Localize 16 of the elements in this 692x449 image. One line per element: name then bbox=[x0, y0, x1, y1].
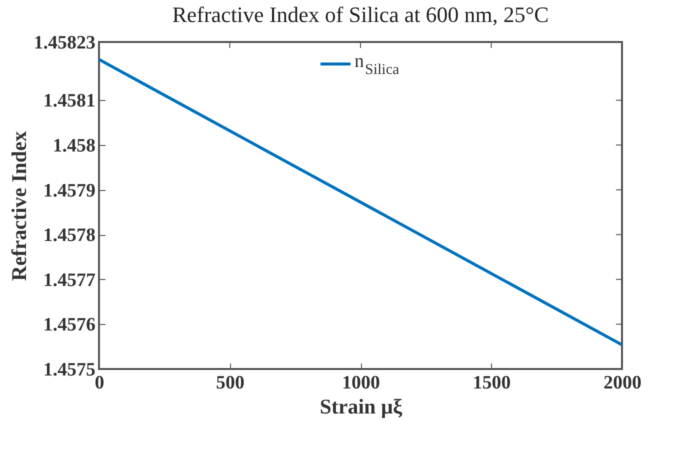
y-tick-label: 1.4577 bbox=[43, 270, 96, 291]
y-tick-label: 1.4576 bbox=[43, 314, 96, 336]
x-tick-label: 2000 bbox=[604, 372, 642, 394]
chart-title: Refractive Index of Silica at 600 nm, 25°C bbox=[172, 2, 549, 27]
x-tick-label: 1500 bbox=[472, 372, 511, 394]
x-tick-label: 500 bbox=[216, 372, 244, 394]
y-axis-title: Refractive Index bbox=[6, 130, 31, 281]
y-tick-label: 1.4575 bbox=[43, 360, 96, 380]
y-tick-label: 1.4581 bbox=[43, 90, 96, 112]
y-tick-label: 1.45823 bbox=[34, 32, 96, 54]
y-tick-label: 1.458 bbox=[52, 136, 96, 157]
x-axis-title: Strain μξ bbox=[320, 394, 403, 418]
y-tick-label: 1.4578 bbox=[43, 225, 96, 246]
x-tick-label: 1000 bbox=[342, 372, 380, 394]
x-tick-label: 0 bbox=[94, 372, 104, 394]
y-tick-label: 1.4579 bbox=[43, 180, 96, 202]
